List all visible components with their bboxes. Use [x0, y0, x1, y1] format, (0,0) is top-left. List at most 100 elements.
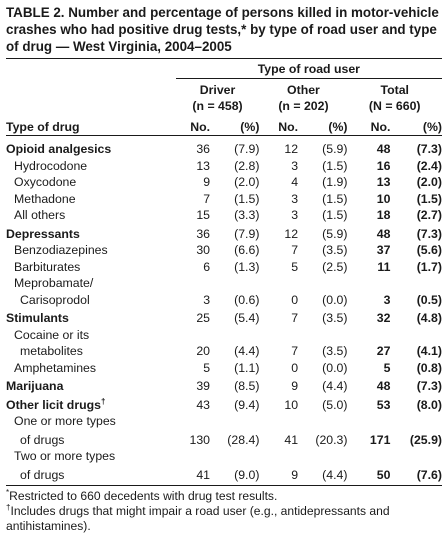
total-count: 32: [376, 311, 391, 325]
driver-pct: (0.6): [234, 292, 260, 307]
table-row: Amphetamines 5 (1.1) 0 (0.0) 5 (0.8): [6, 360, 442, 377]
table-row: Carisoprodol 3 (0.6) 0 (0.0) 3 (0.5): [6, 292, 442, 309]
driver-count: 15: [196, 208, 211, 222]
table-row: Other licit drugs† 43 (9.4) 10 (5.0) 53 (8.0): [6, 395, 442, 414]
driver-pct: (28.4): [227, 432, 260, 447]
table-row: Methadone 7 (1.5) 3 (1.5) 10 (1.5): [6, 191, 442, 208]
row-label: All others: [6, 207, 176, 224]
other-pct: (2.5): [322, 259, 348, 274]
table-row: Marijuana 39 (8.5) 9 (4.4) 48 (7.3): [6, 376, 442, 395]
driver-count: 41: [196, 467, 211, 482]
total-pct: (4.8): [416, 311, 442, 325]
total-header: Total: [380, 82, 409, 97]
row-label-cont: of drugs: [20, 432, 65, 447]
other-count: 4: [291, 175, 299, 189]
table-row: Hydrocodone 13 (2.8) 3 (1.5) 16 (2.4): [6, 158, 442, 175]
other-count: 12: [284, 142, 299, 156]
total-pct: (0.5): [416, 292, 442, 307]
row-label-text: Stimulants: [6, 311, 69, 325]
row-label: Barbiturates: [6, 259, 176, 276]
other-count: 41: [284, 432, 299, 447]
row-label-text: Marijuana: [6, 379, 64, 393]
footnote-dagger-text: Includes drugs that might impair a road …: [6, 504, 390, 533]
row-label-cont: of drugs: [20, 467, 65, 482]
driver-pct: (7.9): [234, 226, 260, 241]
total-count: 48: [376, 226, 391, 241]
table-title: TABLE 2. Number and percentage of person…: [6, 5, 439, 54]
table-row: Meprobamate/: [6, 275, 442, 292]
no-header: No.: [190, 119, 211, 134]
table-row: Barbiturates 6 (1.3) 5 (2.5) 11 (1.7): [6, 259, 442, 276]
total-pct: (7.3): [416, 226, 442, 241]
total-count: 53: [376, 397, 391, 412]
other-pct: (5.0): [322, 397, 348, 412]
row-label-text: Depressants: [6, 226, 80, 241]
total-count: 3: [383, 292, 391, 307]
total-pct: (7.3): [416, 142, 442, 156]
row-label-cont: Carisoprodol: [20, 292, 90, 307]
total-pct: (7.6): [416, 467, 442, 482]
footnote-star: *Restricted to 660 decedents with drug t…: [6, 488, 442, 504]
table-row: Opioid analgesics 36 (7.9) 12 (5.9) 48 (7.3): [6, 139, 442, 158]
total-pct: (8.0): [416, 397, 442, 412]
total-count: 16: [376, 158, 391, 173]
driver-pct: (4.4): [234, 344, 260, 358]
driver-pct: (5.4): [234, 311, 260, 325]
no-header: No.: [278, 119, 299, 134]
row-label-text: All others: [14, 208, 66, 222]
row-label-text: Oxycodone: [14, 175, 77, 189]
driver-count: 3: [203, 292, 211, 307]
total-pct: (25.9): [409, 432, 442, 447]
table-row: metabolites 20 (4.4) 7 (3.5) 27 (4.1): [6, 343, 442, 360]
other-n: (n = 202): [278, 99, 329, 113]
other-count: 9: [291, 379, 299, 393]
table-body: Opioid analgesics 36 (7.9) 12 (5.9) 48 (7.3) Hy…: [6, 139, 442, 483]
row-label: Depressants: [6, 224, 176, 243]
driver-pct: (6.6): [234, 243, 260, 257]
driver-pct: (3.3): [234, 208, 260, 222]
total-pct: (2.0): [416, 175, 442, 189]
driver-count: 36: [196, 226, 211, 241]
other-pct: (3.5): [322, 344, 348, 358]
other-pct: (4.4): [322, 467, 348, 482]
row-label-text: Methadone: [14, 191, 76, 206]
table-row: One or more types: [6, 413, 442, 430]
driver-pct: (1.1): [234, 360, 260, 375]
table-row: Two or more types: [6, 448, 442, 465]
other-count: 9: [291, 467, 299, 482]
other-pct: (0.0): [322, 292, 348, 307]
total-pct: (5.6): [416, 243, 442, 257]
row-label: Hydrocodone: [6, 158, 176, 175]
table-row: Oxycodone 9 (2.0) 4 (1.9) 13 (2.0): [6, 174, 442, 191]
total-pct: (0.8): [416, 360, 442, 375]
row-label: of drugs: [6, 465, 176, 484]
group-rule: [175, 77, 442, 82]
top-rule: [6, 58, 442, 59]
total-pct: (2.4): [416, 158, 442, 173]
drug-table: Type of road user Driver Other Total (n …: [6, 59, 442, 483]
row-label: of drugs: [6, 430, 176, 449]
driver-count: 6: [203, 259, 211, 274]
driver-pct: (9.4): [234, 397, 260, 412]
driver-count: 5: [203, 360, 211, 375]
driver-pct: (8.5): [234, 379, 260, 393]
total-count: 13: [376, 175, 391, 189]
other-count: 0: [291, 292, 299, 307]
row-label-text: Amphetamines: [14, 360, 97, 375]
row-label: Meprobamate/: [14, 276, 94, 290]
driver-pct: (9.0): [234, 467, 260, 482]
driver-count: 7: [203, 191, 211, 206]
total-count: 27: [376, 344, 391, 358]
other-count: 10: [284, 397, 299, 412]
row-label: Opioid analgesics: [6, 139, 176, 158]
driver-pct: (2.0): [234, 175, 260, 189]
total-pct: (2.7): [416, 208, 442, 222]
row-label: metabolites: [6, 343, 176, 360]
group-header: Type of road user: [257, 62, 360, 76]
row-label: Marijuana: [6, 376, 176, 395]
total-count: 37: [376, 243, 391, 257]
driver-count: 43: [196, 397, 211, 412]
total-count: 171: [369, 432, 391, 447]
other-pct: (1.9): [322, 175, 348, 189]
